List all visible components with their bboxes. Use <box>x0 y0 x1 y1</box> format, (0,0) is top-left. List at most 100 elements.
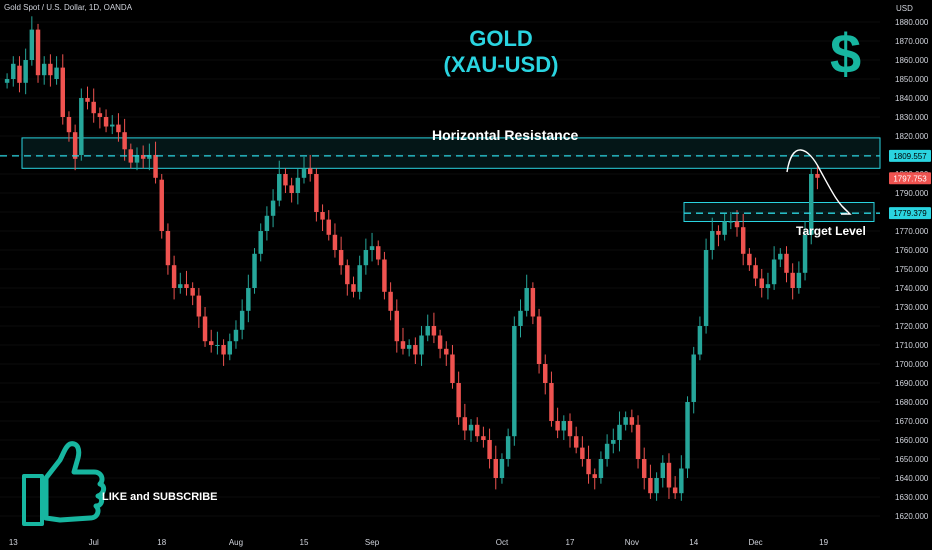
dollar-icon: $ <box>830 22 862 85</box>
candle-body <box>512 326 517 437</box>
candle-body <box>239 310 245 330</box>
candle-body <box>190 288 195 296</box>
projection-arrowhead <box>841 205 852 215</box>
candle-body <box>456 383 461 418</box>
grid-lines <box>0 21 880 517</box>
candle-body <box>48 63 53 76</box>
candle-body <box>580 447 585 459</box>
candle-body <box>196 295 202 317</box>
y-tick-label: 1840.000 <box>895 94 929 103</box>
candle-body <box>270 200 276 216</box>
candle-body <box>734 221 740 228</box>
candle-body <box>697 326 703 355</box>
candle-body <box>85 98 90 102</box>
y-tick-label: 1860.000 <box>895 56 929 65</box>
candle-body <box>60 67 65 117</box>
candle-body <box>97 113 103 117</box>
candle-body <box>796 272 802 288</box>
price-tag-label: 1809.557 <box>893 152 927 161</box>
candle-body <box>23 60 28 83</box>
candle-body <box>474 424 480 437</box>
candle-body <box>654 478 659 494</box>
candle-body <box>747 253 752 266</box>
candle-body <box>326 219 331 235</box>
resistance-label: Horizontal Resistance <box>432 127 579 143</box>
y-tick-label: 1660.000 <box>895 436 929 445</box>
price-tag-last <box>889 172 931 185</box>
x-tick-label: 15 <box>300 538 309 547</box>
y-tick-label: 1740.000 <box>895 284 929 293</box>
candle-body <box>648 478 653 494</box>
candle-body <box>147 155 152 159</box>
y-tick-label: 1850.000 <box>895 75 929 84</box>
candle-body <box>419 335 424 355</box>
candle-body <box>493 459 498 478</box>
candle-body <box>716 231 721 235</box>
candle-body <box>444 348 449 355</box>
candle-body <box>165 231 171 266</box>
price-axis[interactable]: 1620.000 1630.000 1640.000 1650.000 1660.000… <box>895 18 929 521</box>
candle-body <box>691 354 696 402</box>
candle-body <box>17 65 22 83</box>
candle-body <box>672 487 678 494</box>
candle-body <box>809 174 814 235</box>
candle-body <box>555 421 560 431</box>
x-tick-label: Jul <box>89 538 99 547</box>
projection-arrow <box>786 149 849 213</box>
candle-body <box>264 215 270 231</box>
candle-body <box>41 63 47 76</box>
candle-body <box>301 168 307 178</box>
candle-body <box>307 168 313 174</box>
y-tick-label: 1720.000 <box>895 322 929 331</box>
x-tick-label: Oct <box>496 538 509 547</box>
candle-body <box>4 79 10 83</box>
candle-body <box>29 29 35 60</box>
candle-body <box>660 462 666 478</box>
candle-body <box>283 174 288 186</box>
candle-body <box>382 259 387 292</box>
x-tick-label: Sep <box>365 538 380 547</box>
y-tick-label: 1730.000 <box>895 303 929 312</box>
candle-body <box>72 132 78 159</box>
candle-body <box>394 310 400 342</box>
x-tick-label: 18 <box>157 538 166 547</box>
price-tag-target <box>889 207 931 220</box>
y-tick-label: 1790.000 <box>895 189 929 198</box>
candle-body <box>592 474 597 478</box>
candle-body <box>140 155 146 159</box>
candle-body <box>815 174 820 178</box>
candle-body <box>759 278 764 288</box>
candle-body <box>431 326 437 336</box>
x-tick-label: 19 <box>819 538 828 547</box>
candle-body <box>221 345 226 355</box>
price-tag-resistance <box>889 149 931 162</box>
thumbs-up-icon <box>22 441 107 526</box>
candle-body <box>784 253 789 273</box>
candle-body <box>703 250 709 326</box>
candle-body <box>685 402 690 469</box>
candle-body <box>499 459 505 478</box>
price-tags: 1809.557 1797.753 1779.379 <box>889 149 931 220</box>
candle-body <box>666 462 672 488</box>
candle-body <box>153 155 158 178</box>
candle-body <box>641 459 647 478</box>
candle-body <box>561 421 567 431</box>
chart-title-line2: (XAU-USD) <box>443 52 559 77</box>
candle-body <box>233 329 239 342</box>
currency-label: USD <box>896 4 913 13</box>
candle-body <box>604 443 610 459</box>
candle-body <box>376 246 381 260</box>
candle-body <box>518 310 523 326</box>
candle-body <box>184 284 189 288</box>
candle-body <box>35 29 41 76</box>
time-axis[interactable]: 13 Jul 18 Aug 15 Sep Oct 17 Nov 14 Dec 19 <box>9 538 829 547</box>
candle-body <box>629 417 635 425</box>
candle-body <box>103 117 109 127</box>
candle-body <box>623 417 628 425</box>
candle-body <box>128 149 134 163</box>
y-tick-label: 1700.000 <box>895 360 929 369</box>
candle-body <box>66 117 72 133</box>
candle-body <box>338 250 344 266</box>
candle-body <box>116 124 121 133</box>
